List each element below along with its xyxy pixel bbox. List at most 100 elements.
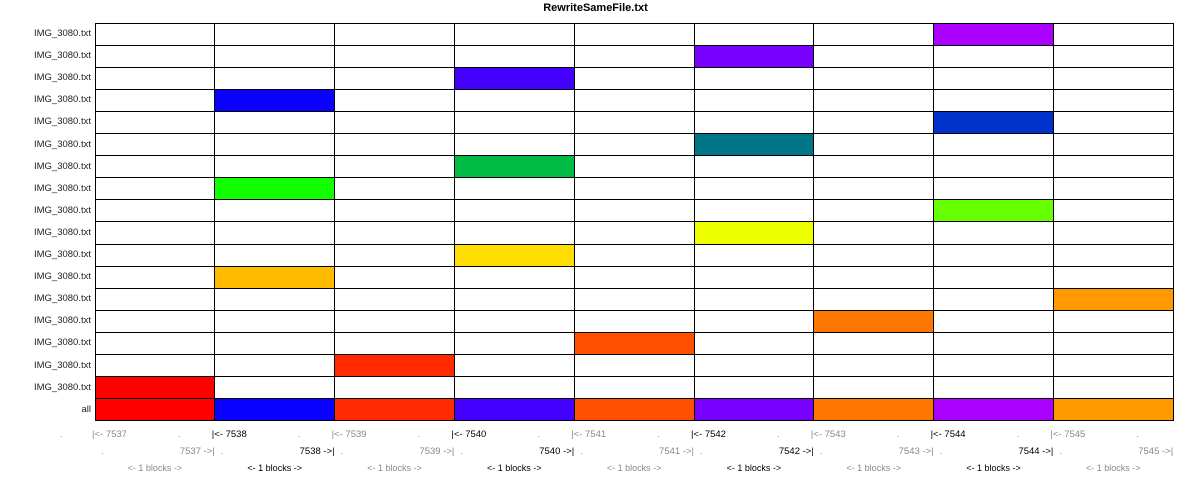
block-cell <box>214 89 335 112</box>
row-label: IMG_3080.txt <box>33 160 91 172</box>
all-row-label: all <box>81 403 91 415</box>
row-label: IMG_3080.txt <box>33 94 91 106</box>
block-cell <box>813 310 934 333</box>
row-label: IMG_3080.txt <box>33 381 91 393</box>
block-end-label: 7537 ->| <box>179 446 215 457</box>
axis-dot: . <box>777 429 780 440</box>
row-label: IMG_3080.txt <box>33 359 91 371</box>
block-span-label: <- 1 blocks -> <box>846 463 901 473</box>
row-label: IMG_3080.txt <box>33 28 91 39</box>
axis-dot: . <box>417 429 421 440</box>
block-span-label: <- 1 blocks -> <box>247 463 302 473</box>
block-cell <box>454 155 575 178</box>
block-span-label: <- 1 blocks -> <box>367 463 422 473</box>
block-cell <box>933 23 1054 46</box>
block-cell <box>933 111 1054 134</box>
axis-dot: . <box>297 429 301 440</box>
grid-line-horizontal <box>95 155 1174 157</box>
block-span-label: <- 1 blocks -> <box>966 463 1021 473</box>
axis-dot: . <box>1136 429 1140 440</box>
all-row-cell <box>454 398 575 421</box>
row-label: IMG_3080.txt <box>33 72 91 84</box>
grid-line-horizontal <box>95 177 1174 179</box>
axis-dot: . <box>220 446 224 457</box>
block-cell <box>454 244 575 267</box>
grid-line-horizontal <box>95 66 1174 68</box>
block-cell <box>334 354 455 377</box>
block-cell <box>694 45 814 68</box>
row-label: IMG_3080.txt <box>33 315 91 327</box>
axis-dot: . <box>896 429 900 440</box>
block-cell <box>574 332 694 355</box>
grid-line-horizontal <box>95 22 1174 24</box>
grid-line-horizontal <box>95 376 1174 378</box>
row-label: IMG_3080.txt <box>33 204 91 216</box>
block-end-label: 7542 ->| <box>778 446 814 457</box>
block-end-label: 7545 ->| <box>1138 446 1174 457</box>
grid-line-horizontal <box>95 420 1174 422</box>
axis-dot: . <box>101 446 104 457</box>
block-start-label: |<- 7544 <box>930 429 966 440</box>
block-start-label: |<- 7540 <box>451 429 487 440</box>
block-start-label: |<- 7545 <box>1050 429 1086 440</box>
grid-line-horizontal <box>95 354 1174 355</box>
axis-dot: . <box>657 429 660 440</box>
row-label: IMG_3080.txt <box>33 116 91 128</box>
block-span-label: <- 1 blocks -> <box>606 463 662 473</box>
grid-line-horizontal <box>95 331 1174 333</box>
axis-dot: . <box>537 429 541 440</box>
grid-line-horizontal <box>95 265 1174 267</box>
all-row-cell <box>1053 398 1174 421</box>
block-span-label: <- 1 blocks -> <box>487 463 542 473</box>
block-end-label: 7539 ->| <box>419 446 455 457</box>
grid-line-horizontal <box>95 110 1174 112</box>
axis-dot: . <box>939 446 943 457</box>
axis-dot: . <box>1059 446 1063 457</box>
block-span-label: <- 1 blocks -> <box>1086 463 1141 473</box>
axis-dot: . <box>460 446 464 457</box>
axis-leading-mark: . <box>60 429 63 440</box>
block-end-label: 7540 ->| <box>539 446 575 457</box>
block-cell <box>95 376 215 399</box>
axis-dot: . <box>700 446 703 457</box>
grid-line-horizontal <box>95 199 1174 201</box>
axis-dot: . <box>340 446 344 457</box>
all-row-cell <box>933 398 1054 421</box>
all-row-cell <box>574 398 694 421</box>
axis-dot: . <box>1016 429 1020 440</box>
block-end-label: 7538 ->| <box>299 446 335 457</box>
block-span-label: <- 1 blocks -> <box>127 463 183 473</box>
axis-dot: . <box>580 446 583 457</box>
grid-line-horizontal <box>95 398 1174 400</box>
block-cell <box>694 221 814 244</box>
grid-line-horizontal <box>95 44 1174 46</box>
block-cell <box>933 199 1054 222</box>
axis-dot: . <box>178 429 181 440</box>
grid-line-horizontal <box>95 243 1174 245</box>
grid-line-vertical <box>1172 23 1174 421</box>
block-span-label: <- 1 blocks -> <box>726 463 782 473</box>
block-cell <box>1053 288 1174 311</box>
block-end-label: 7541 ->| <box>659 446 694 457</box>
row-label: IMG_3080.txt <box>33 138 91 150</box>
block-cell <box>694 133 814 156</box>
chart-title: RewriteSameFile.txt <box>543 2 648 14</box>
grid-line-horizontal <box>95 221 1174 223</box>
block-cell <box>454 67 575 90</box>
all-row-cell <box>694 398 814 421</box>
block-start-label: |<- 7543 <box>810 429 846 440</box>
row-label: IMG_3080.txt <box>33 50 91 62</box>
block-start-label: |<- 7542 <box>691 429 726 440</box>
block-end-label: 7544 ->| <box>1018 446 1054 457</box>
row-label: IMG_3080.txt <box>33 337 91 349</box>
grid-line-horizontal <box>95 309 1174 311</box>
block-start-label: |<- 7538 <box>211 429 247 440</box>
all-row-cell <box>95 398 215 421</box>
block-start-label: |<- 7541 <box>571 429 607 440</box>
row-label: IMG_3080.txt <box>33 182 91 194</box>
grid-line-horizontal <box>95 287 1174 289</box>
block-start-label: |<- 7537 <box>92 429 127 440</box>
grid-line-horizontal <box>95 88 1174 90</box>
row-label: IMG_3080.txt <box>33 226 91 238</box>
